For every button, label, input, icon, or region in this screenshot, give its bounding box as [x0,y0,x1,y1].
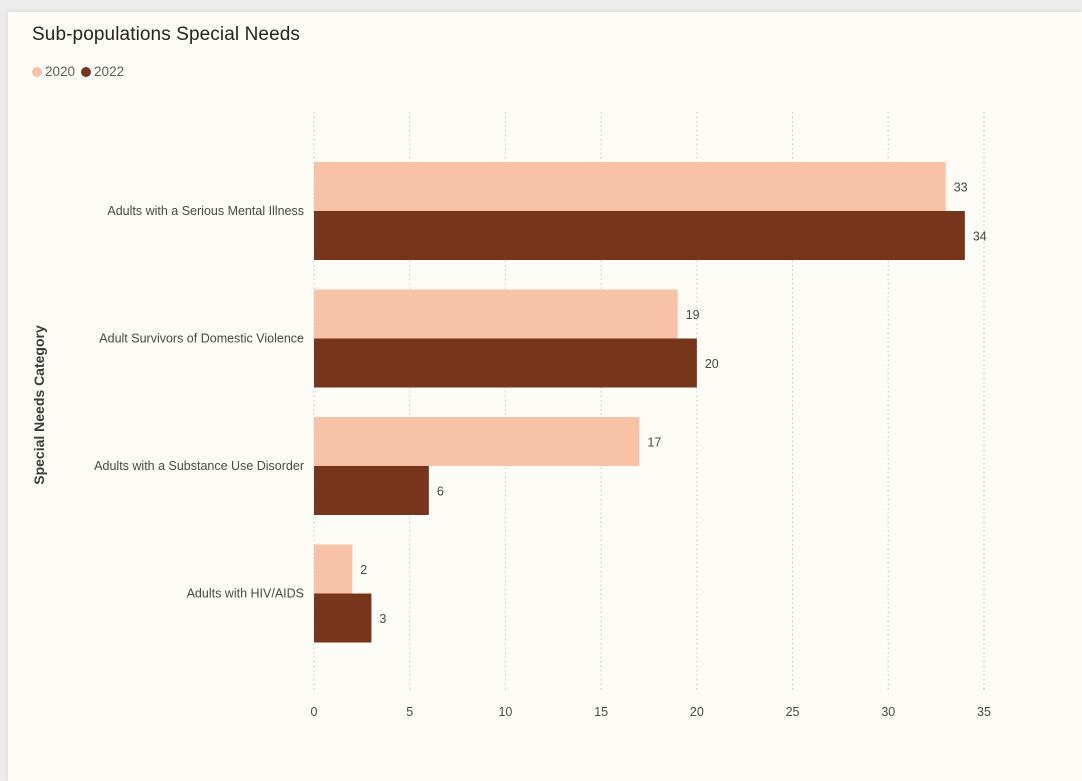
bar-2020[interactable] [314,289,678,339]
x-tick-label: 0 [311,705,318,719]
data-label: 3 [379,612,386,626]
chart-title: Sub-populations Special Needs [32,24,301,45]
data-label: 34 [973,230,987,244]
x-tick-label: 10 [498,705,512,719]
bar-2022[interactable] [314,593,372,643]
x-tick-label: 5 [406,705,413,719]
x-tick-label: 25 [786,705,800,719]
x-tick-label: 35 [977,705,991,719]
category-label: Adult Survivors of Domestic Violence [99,332,304,346]
legend-item-2020[interactable]: 2020 [32,64,75,79]
bar-2020[interactable] [314,162,946,211]
legend-item-2022[interactable]: 2022 [81,64,124,79]
legend: 2020 2022 [32,64,130,79]
legend-marker-2020 [32,66,42,77]
data-label: 17 [647,436,661,450]
bar-2020[interactable] [314,417,640,466]
category-label: Adults with HIV/AIDS [187,587,304,601]
data-label: 19 [686,308,700,322]
bar-2020[interactable] [314,544,353,594]
labels: 0 5 10 15 20 25 30 35 Adults with a Serious Ment… [94,181,991,720]
data-label: 33 [954,181,968,195]
bar-2022[interactable] [314,338,697,388]
legend-marker-2022 [81,66,92,77]
data-label: 20 [705,357,719,371]
category-label: Adults with a Substance Use Disorder [94,459,304,473]
legend-label-2020: 2020 [45,64,76,79]
bar-2022[interactable] [314,211,965,260]
x-tick-label: 30 [881,705,895,719]
x-tick-label: 20 [690,705,704,719]
category-label: Adults with a Serious Mental Illness [107,204,304,218]
data-label: 6 [437,485,444,499]
x-tick-label: 15 [594,705,608,719]
bar-2022[interactable] [314,466,429,515]
bars [314,162,965,643]
data-label: 2 [360,563,367,577]
chart-card [8,12,1082,781]
legend-label-2022: 2022 [94,64,125,79]
gridlines [313,112,985,690]
